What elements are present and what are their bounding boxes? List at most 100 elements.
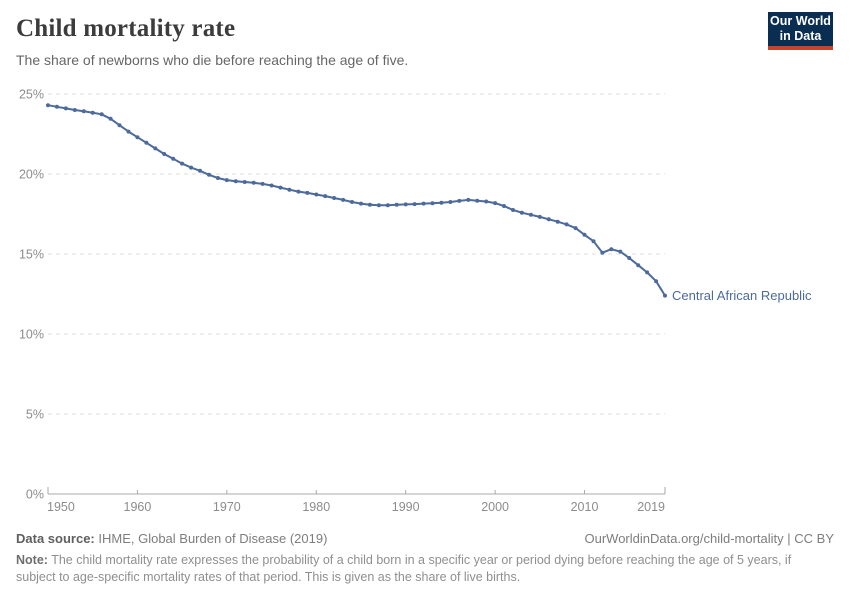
data-point: [198, 168, 202, 173]
data-point: [260, 181, 265, 186]
x-tick-label-2019: 2019: [637, 500, 665, 514]
data-point: [144, 140, 149, 145]
data-source-text: IHME, Global Burden of Disease (2019): [94, 531, 328, 546]
data-point: [466, 197, 471, 202]
data-point: [421, 201, 426, 206]
data-point: [439, 200, 444, 205]
y-tick-label-5%: 5%: [26, 408, 44, 422]
data-point: [350, 200, 354, 204]
data-point: [448, 200, 453, 204]
chart-canvas: 0% 5% 10% 15% 20% 25% 1950 1960 1970 1980 1990 2000…: [19, 88, 812, 515]
data-point: [171, 156, 176, 161]
data-point: [627, 256, 632, 260]
x-tick-label-2010: 2010: [571, 500, 599, 514]
data-point: [394, 202, 399, 207]
y-tick-label-25%: 25%: [19, 88, 44, 102]
data-point: [663, 293, 667, 298]
data-point: [153, 146, 158, 151]
data-source-label: Data source:: [16, 531, 95, 546]
data-point: [305, 190, 310, 195]
data-point: [359, 201, 363, 206]
data-point: [546, 217, 551, 222]
data-point: [430, 201, 435, 206]
data-point: [162, 152, 167, 156]
owid-logo[interactable]: Our World in Data: [768, 12, 833, 50]
data-point: [296, 189, 301, 194]
data-point: [81, 109, 86, 114]
series-end-label: Central African Republic: [672, 288, 812, 303]
data-point: [323, 194, 328, 199]
data-point: [376, 203, 381, 208]
data-point: [63, 106, 68, 111]
owid-url-link[interactable]: OurWorldinData.org/child-mortality | CC …: [584, 531, 835, 546]
data-point: [475, 198, 480, 203]
data-point: [341, 197, 346, 202]
data-point: [367, 202, 372, 207]
x-tick-label-1960: 1960: [124, 500, 152, 514]
data-point: [493, 201, 498, 206]
data-point: [135, 135, 140, 140]
data-point: [215, 176, 220, 180]
series-line: [47, 104, 666, 297]
x-tick-label-2000: 2000: [481, 500, 509, 514]
data-point: [636, 263, 641, 268]
data-point: [269, 183, 274, 188]
x-tick-label-1990: 1990: [392, 500, 420, 514]
x-tick-label-1950: 1950: [47, 500, 75, 514]
data-point: [582, 232, 587, 237]
owid-logo-line1: Our World: [770, 14, 831, 28]
data-point: [484, 199, 489, 204]
data-point: [233, 179, 238, 184]
data-point: [519, 210, 524, 215]
data-point: [555, 219, 560, 224]
data-point: [412, 202, 417, 207]
data-point: [90, 110, 95, 115]
x-tick-label-1980: 1980: [302, 500, 330, 514]
data-point: [591, 239, 596, 244]
data-point: [99, 112, 104, 117]
data-point: [54, 104, 59, 109]
x-tick-label-1970: 1970: [213, 500, 241, 514]
data-point: [537, 214, 542, 219]
chart-footer: Data source: IHME, Global Burden of Dise…: [16, 531, 834, 585]
data-point: [117, 123, 122, 128]
y-tick-label-0%: 0%: [26, 488, 44, 502]
data-point: [180, 161, 185, 166]
data-point: [314, 192, 319, 197]
y-tick-label-15%: 15%: [19, 248, 44, 262]
data-point: [251, 180, 256, 185]
data-point: [278, 185, 283, 190]
data-point: [287, 187, 292, 192]
note-text: The child mortality rate expresses the p…: [16, 553, 792, 584]
y-tick-label-10%: 10%: [19, 328, 44, 342]
data-point: [618, 249, 623, 254]
data-point: [502, 204, 506, 208]
data-point: [126, 129, 131, 134]
chart-subtitle: The share of newborns who die before rea…: [16, 52, 409, 68]
page-title: Child mortality rate: [16, 15, 236, 42]
data-point: [207, 172, 211, 177]
y-tick-label-20%: 20%: [19, 168, 44, 182]
data-point: [645, 270, 650, 275]
chart-note: Note: The child mortality rate expresses…: [16, 552, 832, 585]
data-point: [242, 180, 247, 184]
data-point: [564, 222, 569, 227]
data-point: [46, 103, 50, 108]
data-point: [457, 198, 462, 203]
data-point: [224, 178, 229, 183]
data-point: [609, 247, 614, 252]
owid-logo-line2: in Data: [779, 29, 822, 43]
data-point: [385, 203, 390, 208]
data-point: [403, 202, 408, 207]
data-point: [600, 250, 605, 255]
data-point: [189, 165, 194, 170]
data-source-line: Data source: IHME, Global Burden of Dise…: [16, 531, 327, 546]
note-label: Note:: [16, 553, 48, 567]
data-point: [654, 279, 659, 284]
data-point: [573, 226, 578, 231]
data-point: [332, 196, 337, 200]
data-point: [72, 108, 77, 112]
data-point: [108, 116, 113, 121]
data-point: [511, 208, 515, 212]
